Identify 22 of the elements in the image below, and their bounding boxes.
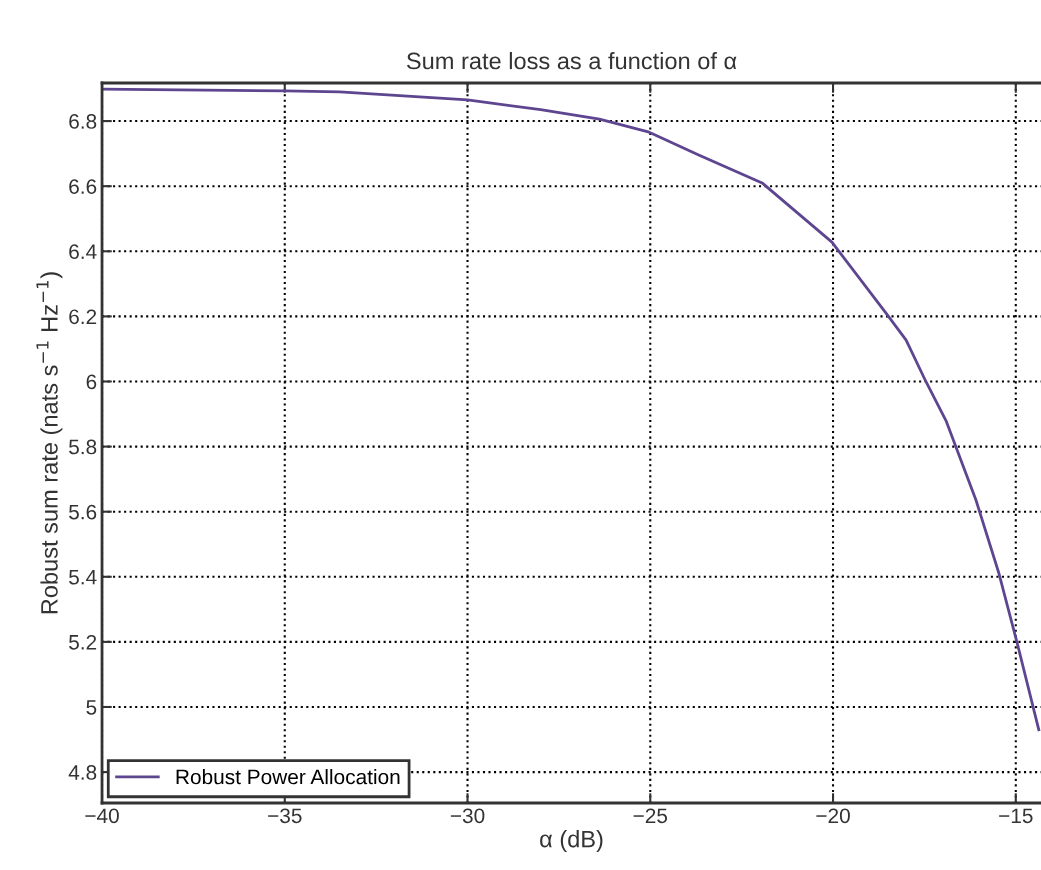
x-axis-title: α (dB)	[540, 830, 603, 853]
chart-title: Sum rate loss as a function of α	[406, 52, 737, 70]
y-tick-label: 5.2	[69, 634, 97, 650]
y-tick-label: 5.8	[69, 439, 97, 455]
y-axis-title: Robust sum rate (nats s$^{−1}$ Hz$^{−1}$)	[36, 272, 63, 614]
line-series	[102, 87, 1041, 732]
y-tick-label: 6.6	[69, 179, 97, 194]
x-tick-label: −15	[999, 808, 1033, 824]
x-tick-label: −35	[268, 808, 302, 824]
y-tick-label: 6.8	[69, 114, 97, 129]
x-tick-label: −40	[85, 808, 119, 824]
y-tick-label: 6.2	[69, 309, 97, 325]
x-tick-label: −25	[633, 808, 668, 824]
y-tick-label: 5	[86, 700, 97, 715]
y-tick-label: 5.4	[69, 570, 97, 585]
y-tick-label: 6.4	[69, 244, 97, 260]
y-tick-label: 6	[86, 374, 97, 390]
x-tick-label: −20	[816, 808, 850, 824]
x-tick-label: −30	[450, 808, 485, 824]
y-tick-label: 4.8	[68, 765, 97, 780]
legend-label: Robust Power Allocation	[176, 769, 400, 785]
y-tick-label: 5.6	[69, 504, 97, 520]
